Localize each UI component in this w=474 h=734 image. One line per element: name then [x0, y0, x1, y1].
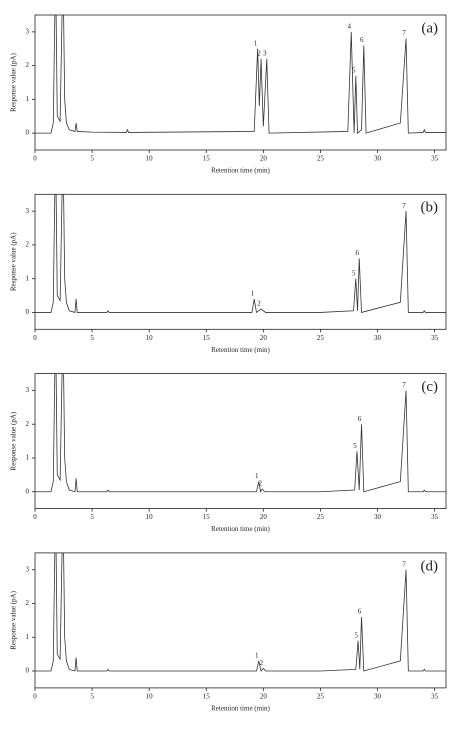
- x-tick-label: 20: [260, 155, 268, 163]
- x-tick-label: 5: [90, 513, 94, 521]
- y-tick-label: 0: [26, 129, 30, 137]
- x-tick-label: 25: [317, 693, 325, 701]
- x-tick-label: 35: [431, 693, 439, 701]
- peak-label: 2: [258, 480, 262, 488]
- panel-label: (d): [421, 558, 439, 574]
- x-tick-label: 15: [203, 155, 211, 163]
- trace: [35, 552, 446, 672]
- peak-label: 7: [402, 29, 406, 37]
- peak-label: 6: [358, 608, 362, 616]
- x-tick-label: 15: [203, 693, 211, 701]
- trace: [35, 194, 446, 314]
- x-tick-label: 35: [431, 334, 439, 342]
- peak-label: 5: [352, 66, 356, 74]
- x-axis-label: Retention time (min): [211, 525, 270, 533]
- peak-label: 1: [255, 652, 259, 660]
- y-tick-label: 0: [26, 667, 30, 675]
- peak-label: 3: [263, 49, 267, 57]
- peak-label: 6: [358, 415, 362, 423]
- x-tick-label: 35: [431, 513, 439, 521]
- x-tick-label: 35: [431, 155, 439, 163]
- peak-label: 1: [255, 472, 259, 480]
- x-tick-label: 0: [33, 334, 37, 342]
- x-tick-label: 20: [260, 513, 268, 521]
- x-tick-label: 10: [146, 693, 154, 701]
- peak-label: 7: [402, 202, 406, 210]
- peak-label: 2: [257, 49, 261, 57]
- x-tick-label: 20: [260, 693, 268, 701]
- panel-label: (a): [421, 20, 438, 36]
- x-tick-label: 15: [203, 513, 211, 521]
- y-axis-label: Response value (pA): [10, 232, 18, 291]
- peak-label: 2: [260, 659, 264, 667]
- panel-label: (b): [421, 200, 439, 216]
- y-tick-label: 2: [26, 599, 30, 607]
- y-axis-label: Response value (pA): [10, 590, 18, 649]
- panel-label: (c): [421, 379, 438, 395]
- x-axis-label: Retention time (min): [211, 167, 270, 175]
- y-tick-label: 3: [26, 27, 30, 35]
- y-tick-label: 3: [26, 565, 30, 573]
- x-tick-label: 25: [317, 513, 325, 521]
- x-tick-label: 30: [374, 334, 382, 342]
- y-tick-label: 2: [26, 61, 30, 69]
- y-tick-label: 2: [26, 420, 30, 428]
- x-tick-label: 20: [260, 334, 268, 342]
- x-tick-label: 10: [146, 334, 154, 342]
- y-tick-label: 0: [26, 308, 30, 316]
- peak-label: 2: [257, 300, 261, 308]
- peak-label: 4: [347, 22, 351, 30]
- y-tick-label: 1: [26, 274, 30, 282]
- y-tick-label: 1: [26, 633, 30, 641]
- x-tick-label: 5: [90, 334, 94, 342]
- x-tick-label: 0: [33, 155, 37, 163]
- x-tick-label: 30: [374, 513, 382, 521]
- y-tick-label: 0: [26, 487, 30, 495]
- x-tick-label: 25: [317, 334, 325, 342]
- x-tick-label: 0: [33, 693, 37, 701]
- x-axis-label: Retention time (min): [211, 705, 270, 713]
- y-axis-label: Response value (pA): [10, 52, 18, 111]
- x-tick-label: 30: [374, 693, 382, 701]
- y-tick-label: 2: [26, 241, 30, 249]
- x-tick-label: 0: [33, 513, 37, 521]
- x-tick-label: 10: [146, 155, 154, 163]
- trace: [35, 15, 446, 134]
- plot-frame: [34, 14, 447, 151]
- peak-label: 5: [353, 442, 357, 450]
- peak-label: 6: [360, 36, 364, 44]
- x-axis-label: Retention time (min): [211, 346, 270, 354]
- y-tick-label: 3: [26, 207, 30, 215]
- x-tick-label: 5: [90, 693, 94, 701]
- plot-frame: [34, 373, 447, 510]
- trace: [35, 373, 446, 493]
- peak-label: 6: [355, 249, 359, 257]
- y-axis-label: Response value (pA): [10, 411, 18, 470]
- x-tick-label: 5: [90, 155, 94, 163]
- peak-label: 5: [352, 269, 356, 277]
- peak-label: 7: [402, 560, 406, 568]
- x-tick-label: 30: [374, 155, 382, 163]
- y-tick-label: 1: [26, 95, 30, 103]
- y-tick-label: 1: [26, 454, 30, 462]
- peak-label: 5: [354, 631, 358, 639]
- plot-frame: [34, 552, 447, 689]
- x-tick-label: 15: [203, 334, 211, 342]
- peak-label: 7: [402, 381, 406, 389]
- peak-label: 1: [254, 39, 258, 47]
- x-tick-label: 25: [317, 155, 325, 163]
- peak-label: 1: [250, 290, 254, 298]
- plot-frame: [34, 193, 447, 330]
- y-tick-label: 3: [26, 386, 30, 394]
- x-tick-label: 10: [146, 513, 154, 521]
